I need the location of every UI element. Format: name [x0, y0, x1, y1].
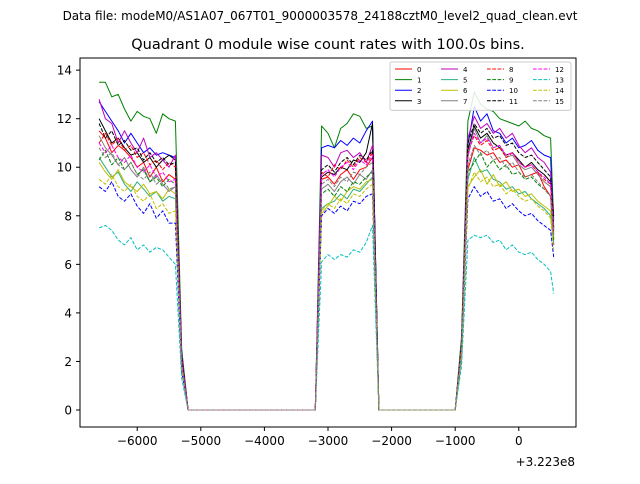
y-tick-label: 2: [64, 355, 72, 369]
legend-label: 7: [463, 98, 467, 106]
legend-label: 1: [417, 77, 421, 85]
series-line-14: [98, 171, 555, 411]
legend-label: 5: [463, 77, 467, 85]
legend-label: 15: [555, 98, 564, 106]
x-tick-label: −6000: [117, 434, 158, 448]
y-tick-label: 14: [57, 64, 72, 78]
x-tick-label: −5000: [181, 434, 222, 448]
y-tick-label: 12: [57, 112, 72, 126]
x-tick-label: −2000: [371, 434, 412, 448]
y-tick-label: 6: [64, 258, 72, 272]
legend-label: 11: [509, 98, 518, 106]
x-tick-label: −3000: [308, 434, 349, 448]
y-tick-label: 10: [57, 161, 72, 175]
legend-label: 14: [555, 87, 564, 95]
figure-suptitle: Data file: modeM0/AS1A07_067T01_90000035…: [63, 9, 578, 23]
x-tick-label: −1000: [435, 434, 476, 448]
series-line-12: [98, 132, 555, 411]
series-line-15: [98, 144, 555, 411]
legend-label: 6: [463, 87, 468, 95]
y-axis: 0 2 4 6 8 10 12 14: [57, 64, 80, 418]
legend-label: 2: [417, 87, 421, 95]
series-line-4: [98, 99, 555, 411]
legend-label: 8: [509, 66, 513, 74]
series-line-10: [98, 181, 555, 411]
chart-title: Quadrant 0 module wise count rates with …: [131, 37, 525, 53]
series-line-11: [98, 123, 555, 411]
legend-label: 10: [509, 87, 518, 95]
legend-label: 3: [417, 98, 421, 106]
x-tick-label: 0: [515, 434, 523, 448]
legend-box: [389, 61, 572, 111]
legend-label: 13: [555, 77, 564, 85]
y-tick-label: 0: [64, 404, 72, 418]
x-axis: −6000 −5000 −4000 −3000 −2000 −1000 0: [117, 427, 523, 448]
plot-lines: [98, 81, 555, 411]
x-tick-label: −4000: [244, 434, 285, 448]
x-offset-text: +3.223e8: [516, 455, 575, 469]
legend-label: 9: [509, 77, 513, 85]
y-tick-label: 8: [64, 209, 72, 223]
legend-label: 0: [417, 66, 421, 74]
series-line-8: [98, 132, 555, 411]
y-tick-label: 4: [64, 306, 72, 320]
legend-label: 4: [463, 66, 468, 74]
legend-label: 12: [555, 66, 564, 74]
series-line-13: [98, 225, 555, 411]
